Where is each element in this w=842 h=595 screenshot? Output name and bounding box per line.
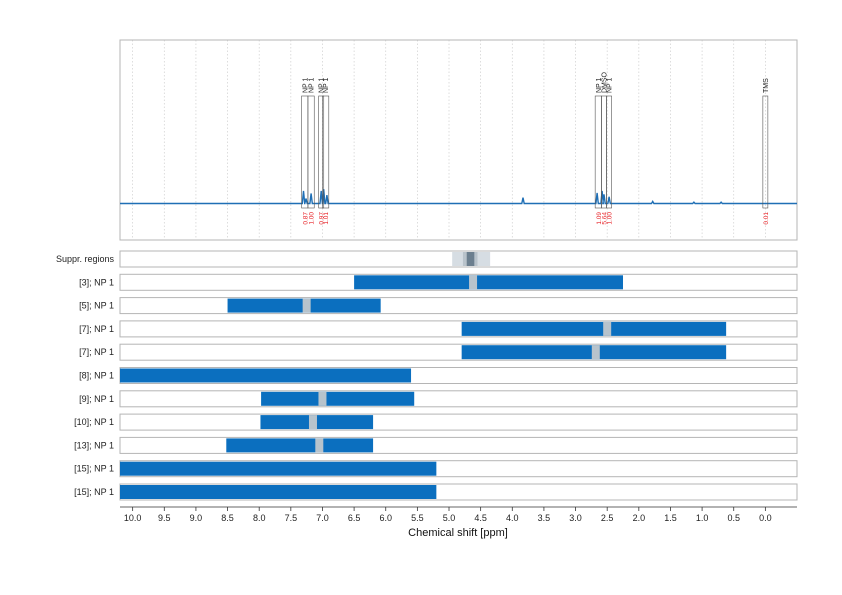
spectrum-panel: NP 1 0.87 NP 1 1.00 NP 1 0.97 NP 1 1.01 NP 1 1.09… — [119, 39, 798, 241]
range-bar — [461, 321, 727, 336]
x-tick-label: 10.0 — [124, 513, 142, 523]
x-tick-label: 3.0 — [569, 513, 582, 523]
peak-integral: 1.09 — [596, 212, 603, 225]
range-rows: Suppr. regions [3]; NP 1 [5]; NP 1 [7]; NP … — [56, 250, 798, 501]
peak-integral: 1.00 — [309, 212, 316, 225]
row-label: [15]; NP 1 — [74, 464, 114, 474]
peak-integral: 1.00 — [607, 212, 614, 225]
range-marker — [318, 391, 327, 406]
x-tick-label: 6.0 — [379, 513, 392, 523]
range-bar — [261, 391, 415, 406]
range-bar — [120, 368, 412, 383]
row-label: [9]; NP 1 — [79, 394, 114, 404]
x-tick-label: 5.5 — [411, 513, 424, 523]
row-label: [5]; NP 1 — [79, 301, 114, 311]
row-frame — [119, 390, 798, 408]
spectrum-line — [120, 189, 797, 205]
peak-label: NP 1 — [607, 77, 614, 93]
x-tick-label: 4.0 — [506, 513, 519, 523]
x-tick-label: 1.5 — [664, 513, 677, 523]
row-frame — [119, 297, 798, 315]
peak-integral: 0.01 — [763, 212, 770, 225]
peak-label: DMSO — [602, 71, 609, 93]
row-label: [15]; NP 1 — [74, 487, 114, 497]
peak-box — [762, 95, 769, 209]
row-label: [7]; NP 1 — [79, 347, 114, 357]
row-label: Suppr. regions — [56, 254, 115, 264]
range-marker — [591, 345, 600, 360]
x-tick-label: 7.5 — [285, 513, 298, 523]
peak-box — [301, 95, 309, 209]
peak-integral: 1.01 — [323, 212, 330, 225]
row-frame — [119, 436, 798, 454]
range-bar — [120, 485, 437, 499]
range-marker — [302, 298, 311, 313]
peak-integral: 0.97 — [319, 212, 326, 225]
x-tick-label: 0.5 — [727, 513, 740, 523]
x-tick-label: 4.5 — [474, 513, 487, 523]
x-tick-label: 7.0 — [316, 513, 329, 523]
spectrum-frame — [119, 39, 798, 241]
peak-label: NP 1 — [323, 77, 330, 93]
x-tick-label: 9.5 — [158, 513, 171, 523]
peak-integral: 5.64 — [602, 212, 609, 225]
row-label: [8]; NP 1 — [79, 371, 114, 381]
x-tick-label: 2.0 — [633, 513, 646, 523]
x-tick-label: 2.5 — [601, 513, 614, 523]
range-bar — [226, 438, 374, 453]
row-label: [10]; NP 1 — [74, 417, 114, 427]
row-label: [7]; NP 1 — [79, 324, 114, 334]
x-tick-label: 0.0 — [759, 513, 772, 523]
x-axis: 10.0 9.5 9.0 8.5 8.0 7.5 7.0 6.5 6.0 5.5 5.0 4.5 4.0… — [120, 506, 797, 523]
row-label: [13]; NP 1 — [74, 440, 114, 450]
peak-box — [322, 95, 330, 209]
x-tick-label: 5.0 — [443, 513, 456, 523]
range-marker — [603, 321, 612, 336]
range-marker — [308, 415, 317, 430]
x-tick-label: 9.0 — [190, 513, 203, 523]
peak-label: TMS — [763, 78, 770, 93]
suppression-core — [466, 252, 475, 266]
x-axis-title: Chemical shift [ppm] — [408, 527, 508, 539]
row-label: [3]; NP 1 — [79, 277, 114, 287]
x-tick-label: 8.0 — [253, 513, 266, 523]
peak-box — [606, 95, 612, 209]
range-marker — [315, 438, 324, 453]
range-bar — [120, 461, 437, 476]
x-tick-label: 3.5 — [538, 513, 551, 523]
peak-label: NP 1 — [596, 77, 603, 93]
x-tick-label: 6.5 — [348, 513, 361, 523]
x-tick-label: 8.5 — [221, 513, 234, 523]
peak-box — [318, 95, 325, 209]
peak-box — [594, 95, 602, 209]
x-tick-label: 1.0 — [696, 513, 709, 523]
vertical-grid — [132, 40, 766, 240]
peak-label: NP 1 — [309, 77, 316, 93]
peak-label: NP 1 — [319, 77, 326, 93]
peak-box — [307, 95, 315, 209]
peak-label: NP 1 — [302, 77, 309, 93]
peak-integral: 0.87 — [302, 212, 309, 225]
row-frame — [119, 413, 798, 431]
range-marker — [469, 275, 478, 290]
range-bar — [354, 275, 624, 290]
